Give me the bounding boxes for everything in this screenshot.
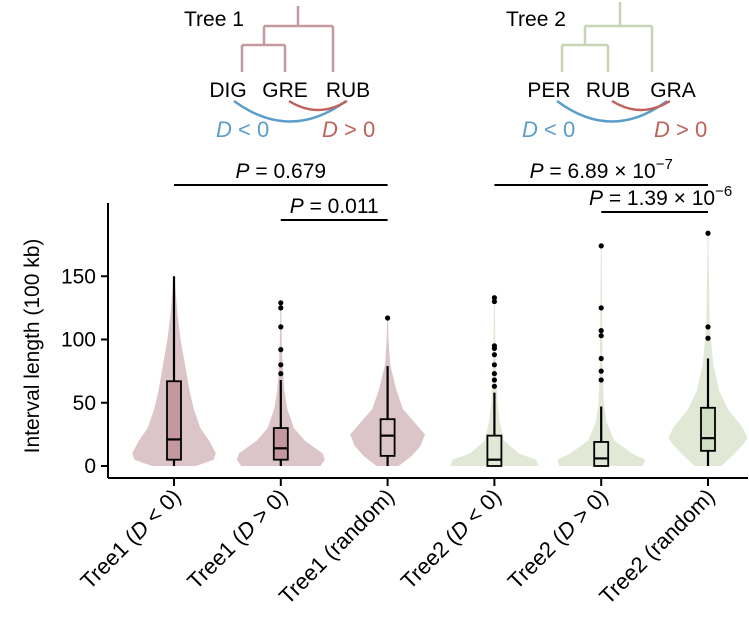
x-tick-label: Tree1 (D < 0) [75, 484, 185, 594]
tree-1-d-positive-arc [288, 99, 348, 112]
box [486, 434, 503, 467]
box [272, 427, 289, 461]
tree-2-title: Tree 2 [506, 8, 566, 31]
outlier-point [705, 324, 711, 330]
outlier-point [491, 295, 497, 301]
boxplot-4 [486, 295, 503, 467]
outlier-point [598, 368, 604, 374]
significance-bracket-1: P = 0.679 [174, 160, 388, 186]
tree-2-diagram: Tree 2 PER RUB GRA D < 0 D > 0 [506, 2, 707, 142]
tree-2-leaf-per: PER [527, 79, 570, 102]
outlier-point [278, 371, 284, 377]
outlier-point [598, 243, 604, 249]
p-value-label: P = 0.011 [290, 195, 379, 218]
tree-2-d-negative-label: D < 0 [522, 117, 575, 142]
x-tick-label: Tree1 (random) [274, 484, 399, 609]
outlier-point [598, 333, 604, 339]
outlier-point [278, 362, 284, 368]
x-tick-label: Tree1 (D > 0) [182, 484, 292, 594]
outlier-point [491, 298, 497, 305]
tree-1-leaf-dig: DIG [209, 79, 246, 102]
tree-2-branches [560, 2, 654, 72]
boxplot-6 [700, 230, 716, 466]
tree-1-branches [240, 6, 335, 72]
box [379, 418, 396, 457]
x-tick-label: Tree2 (D > 0) [503, 484, 613, 594]
y-tick-label: 50 [73, 392, 96, 415]
violin-6 [668, 233, 748, 466]
significance-brackets: P = 0.679 P = 0.011 P = 6.89 × 10−7P = 1.3… [174, 156, 732, 221]
box [593, 441, 610, 467]
outlier-point [278, 305, 284, 311]
boxplot-2 [272, 300, 289, 466]
boxplot-1 [166, 276, 182, 466]
outlier-point [278, 300, 284, 306]
tree-1-d-negative-label: D < 0 [216, 117, 269, 142]
tree-1-title: Tree 1 [184, 8, 244, 31]
tree-2-leaf-gra: GRA [650, 79, 696, 102]
box [700, 406, 716, 452]
tree-2-d-positive-label: D > 0 [654, 117, 707, 142]
outlier-point [705, 335, 711, 341]
outlier-point [278, 324, 284, 330]
tree-2-d-positive-arc [611, 99, 671, 112]
significance-bracket-4: P = 1.39 × 10−6 [589, 183, 732, 213]
boxplot-5 [593, 243, 610, 467]
outlier-point [491, 343, 497, 349]
y-axis-label: Interval length (100 kb) [21, 239, 44, 454]
x-tick-label: Tree2 (D < 0) [396, 484, 506, 594]
tree-1-d-negative-arc [233, 99, 347, 123]
tree-1-diagram: Tree 1 DIG GRE RUB D < 0 D > 0 [184, 6, 375, 142]
significance-bracket-3: P = 6.89 × 10−7 [494, 156, 708, 186]
outlier-point [598, 328, 604, 334]
y-tick-label: 0 [84, 455, 96, 478]
significance-bracket-2: P = 0.011 [280, 195, 388, 221]
outlier-point [491, 352, 497, 358]
tree-2-leaf-rub: RUB [586, 79, 630, 102]
outlier-point [491, 362, 497, 368]
outlier-point [491, 383, 497, 389]
boxplots [166, 230, 716, 467]
violins [132, 233, 748, 466]
outlier-point [491, 377, 497, 383]
boxplot-3 [379, 315, 396, 466]
tree-1-leaf-gre: GRE [262, 79, 308, 102]
box [166, 380, 182, 461]
p-value-label: P = 6.89 × 10−7 [530, 156, 673, 183]
tree-1-d-positive-label: D > 0 [322, 117, 375, 142]
outlier-point [598, 377, 604, 383]
y-tick-label: 100 [61, 329, 96, 352]
outlier-point [598, 355, 604, 362]
y-tick-label: 150 [61, 265, 96, 288]
outlier-point [385, 315, 391, 321]
p-value-label: P = 0.679 [236, 160, 327, 183]
outlier-point [705, 230, 711, 236]
outlier-point [598, 305, 604, 311]
x-tick-label: Tree2 (random) [594, 484, 719, 609]
p-value-label: P = 1.39 × 10−6 [589, 183, 732, 210]
outlier-point [491, 371, 497, 377]
outlier-point [278, 347, 284, 353]
plot-area: 0 50 100 150 Tree1 (D < 0)Tree1 (D > 0)Tree1… [61, 203, 748, 609]
tree-1-leaf-rub: RUB [326, 79, 370, 102]
